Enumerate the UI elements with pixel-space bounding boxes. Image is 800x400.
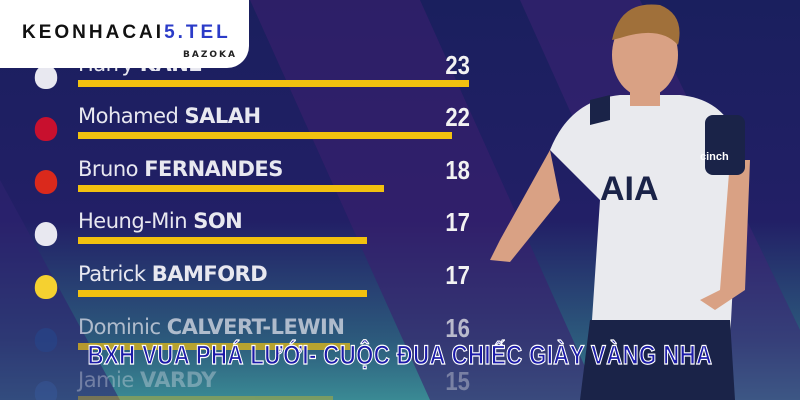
jersey-sleeve-sponsor: cinch — [700, 151, 729, 163]
player-last-name: CALVERT-LEWIN — [166, 315, 345, 339]
goal-bar — [78, 80, 469, 87]
tottenham-crest-icon — [34, 222, 58, 246]
leeds-crest-icon — [34, 275, 58, 299]
goal-bar — [78, 290, 367, 297]
everton-crest-icon — [34, 328, 58, 352]
player-last-name: FERNANDES — [144, 157, 283, 181]
goal-count: 17 — [445, 260, 470, 290]
player-row: Jamie VARDY 15 — [0, 366, 480, 400]
goal-bar — [78, 343, 350, 350]
player-first-name: Dominic — [78, 315, 161, 339]
player-last-name: VARDY — [139, 368, 216, 392]
player-first-name: Heung-Min — [78, 209, 188, 233]
player-first-name: Mohamed — [78, 104, 179, 128]
player-last-name: SALAH — [184, 104, 262, 128]
player-row: Heung-Min SON 17 — [0, 207, 480, 259]
player-first-name: Bruno — [78, 157, 139, 181]
jersey-sponsor: AIA — [600, 170, 659, 208]
man-united-crest-icon — [34, 170, 58, 194]
player-first-name: Patrick — [78, 262, 146, 286]
logo-subtitle: BAZOKA — [183, 50, 237, 60]
player-row: Bruno FERNANDES 18 — [0, 155, 480, 207]
tottenham-crest-icon — [34, 65, 58, 89]
logo-text-accent: 5.TEL — [164, 22, 231, 43]
goal-count: 18 — [445, 155, 470, 185]
player-row: Patrick BAMFORD 17 — [0, 260, 480, 312]
logo-text-main: KEONHACAI — [22, 22, 165, 43]
goal-count: 17 — [445, 207, 470, 237]
goal-count: 22 — [445, 102, 470, 132]
player-last-name: SON — [193, 209, 243, 233]
headline: BXH VUA PHÁ LƯỚI- CUỘC ĐUA CHIẾC GIÀY VÀ… — [87, 339, 713, 370]
player-row: Mohamed SALAH 22 — [0, 102, 480, 154]
player-photo: AIA cinch — [490, 4, 750, 400]
player-row: Dominic CALVERT-LEWIN 16 — [0, 313, 480, 365]
goal-bar — [78, 237, 367, 244]
site-logo[interactable]: KEONHACAI5.TEL BAZOKA — [0, 0, 249, 68]
goal-count: 16 — [445, 313, 470, 343]
goal-bar — [78, 396, 333, 400]
goal-count: 23 — [445, 50, 470, 80]
player-first-name: Jamie — [78, 368, 134, 392]
leicester-crest-icon — [34, 381, 58, 400]
player-last-name: BAMFORD — [151, 262, 268, 286]
goal-bar — [78, 185, 384, 192]
goal-count: 15 — [445, 366, 470, 396]
goal-bar — [78, 132, 452, 139]
liverpool-crest-icon — [34, 117, 58, 141]
